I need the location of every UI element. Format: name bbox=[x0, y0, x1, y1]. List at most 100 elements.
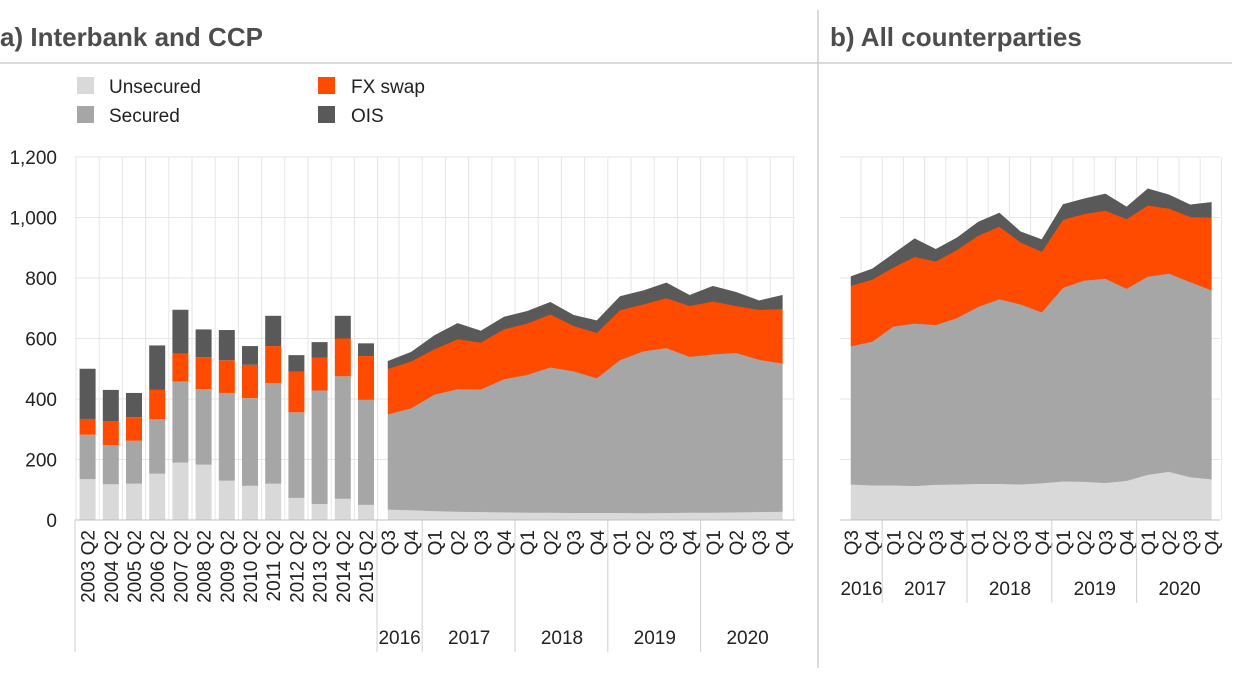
bar-unsecured bbox=[311, 503, 328, 520]
x-tick-label: 2006 Q2 bbox=[148, 530, 169, 603]
quarter-label: Q4 bbox=[1033, 530, 1054, 556]
x-tick-label: 2007 Q2 bbox=[171, 530, 192, 603]
legend-swatch-secured bbox=[77, 106, 94, 123]
quarter-label: Q4 bbox=[948, 530, 969, 556]
quarter-label: Q3 bbox=[927, 530, 948, 555]
bar-ois bbox=[265, 315, 282, 347]
quarter-label: Q1 bbox=[611, 530, 632, 555]
quarter-label: Q4 bbox=[1202, 530, 1223, 556]
bar-fx-swap bbox=[102, 421, 119, 445]
y-tick-label: 600 bbox=[25, 330, 57, 351]
bar-secured bbox=[334, 376, 351, 499]
legend: Unsecured Secured FX swap OIS bbox=[77, 77, 425, 127]
year-label: 2018 bbox=[989, 579, 1031, 600]
bar-secured bbox=[102, 444, 119, 485]
quarter-label: Q2 bbox=[449, 530, 470, 555]
legend-swatch-unsecured bbox=[77, 77, 94, 94]
quarter-label: Q1 bbox=[884, 530, 905, 555]
quarter-label: Q4 bbox=[402, 530, 423, 556]
bar-ois bbox=[288, 355, 305, 372]
quarter-label: Q2 bbox=[727, 530, 748, 555]
bar-ois bbox=[195, 329, 212, 358]
quarter-label: Q3 bbox=[750, 530, 771, 555]
x-tick-label: 2003 Q2 bbox=[79, 530, 100, 603]
quarter-label: Q4 bbox=[1118, 530, 1139, 556]
panel-a-title: a) Interbank and CCP bbox=[0, 22, 263, 52]
legend-label-fx-swap: FX swap bbox=[351, 77, 425, 98]
bar-secured bbox=[172, 381, 189, 463]
y-tick-label: 200 bbox=[25, 451, 57, 472]
year-label: 2017 bbox=[904, 579, 946, 600]
bar-fx-swap bbox=[149, 389, 166, 420]
x-tick-label: 2008 Q2 bbox=[195, 530, 216, 603]
bar-fx-swap bbox=[334, 338, 351, 377]
year-label: 2019 bbox=[634, 628, 676, 649]
bar-fx-swap bbox=[242, 364, 258, 399]
quarter-label: Q3 bbox=[657, 530, 678, 555]
quarter-label: Q2 bbox=[1160, 530, 1181, 555]
y-tick-label: 1,200 bbox=[9, 148, 57, 169]
legend-swatch-fx-swap bbox=[318, 77, 335, 94]
x-tick-label: 2015 Q2 bbox=[357, 530, 378, 603]
quarter-label: Q1 bbox=[518, 530, 539, 555]
y-tick-label: 400 bbox=[25, 390, 57, 411]
quarter-label: Q3 bbox=[842, 530, 863, 555]
legend-label-secured: Secured bbox=[109, 106, 180, 127]
bar-secured bbox=[288, 412, 305, 498]
bar-ois bbox=[311, 342, 328, 358]
year-label: 2020 bbox=[726, 628, 768, 649]
year-label: 2017 bbox=[448, 628, 490, 649]
bar-secured bbox=[195, 389, 212, 465]
quarter-label: Q2 bbox=[634, 530, 655, 555]
x-tick-label: 2010 Q2 bbox=[241, 530, 262, 603]
bar-ois bbox=[358, 343, 374, 357]
bar-ois bbox=[334, 315, 351, 339]
quarter-label: Q1 bbox=[1054, 530, 1075, 555]
bar-ois bbox=[172, 309, 189, 354]
bar-unsecured bbox=[102, 484, 119, 520]
bar-secured bbox=[149, 419, 166, 474]
bar-secured bbox=[242, 398, 258, 486]
quarter-label: Q1 bbox=[704, 530, 725, 555]
panel-b-plot: Q3 Q4 Q1 Q2 Q3 Q4 Q1 Q2 Q3 Q4 Q1 Q2 Q3 Q4 Q1 Q2 Q3 Q42016… bbox=[840, 156, 1223, 603]
y-tick-label: 0 bbox=[46, 511, 57, 532]
bar-ois bbox=[149, 345, 166, 390]
quarter-label: Q4 bbox=[495, 530, 516, 556]
bar-secured bbox=[218, 392, 235, 481]
year-label: 2020 bbox=[1158, 579, 1200, 600]
bar-fx-swap bbox=[195, 357, 212, 390]
bar-fx-swap bbox=[311, 357, 328, 391]
bar-fx-swap bbox=[172, 353, 189, 382]
quarter-label: Q1 bbox=[425, 530, 446, 555]
quarter-label: Q2 bbox=[1075, 530, 1096, 555]
quarter-label: Q2 bbox=[541, 530, 562, 555]
legend-label-ois: OIS bbox=[351, 106, 384, 127]
bar-unsecured bbox=[334, 498, 351, 520]
quarter-label: Q3 bbox=[1096, 530, 1117, 555]
quarter-label: Q3 bbox=[1181, 530, 1202, 555]
year-label: 2018 bbox=[541, 628, 583, 649]
bar-secured bbox=[126, 440, 142, 484]
bar-ois bbox=[79, 368, 96, 419]
bar-fx-swap bbox=[288, 371, 305, 413]
quarter-label: Q4 bbox=[863, 530, 884, 556]
panel-b-title: b) All counterparties bbox=[830, 22, 1082, 52]
year-label: 2016 bbox=[378, 628, 420, 649]
panel-b-area-ois bbox=[850, 188, 1212, 286]
bar-ois bbox=[218, 330, 235, 361]
legend-swatch-ois bbox=[318, 106, 335, 123]
bar-fx-swap bbox=[79, 418, 96, 435]
quarter-label: Q4 bbox=[588, 530, 609, 556]
bar-ois bbox=[242, 346, 258, 365]
bar-unsecured bbox=[172, 462, 189, 520]
bar-ois bbox=[126, 392, 142, 418]
x-tick-label: 2009 Q2 bbox=[218, 530, 239, 603]
legend-label-unsecured: Unsecured bbox=[109, 77, 201, 98]
quarter-label: Q2 bbox=[906, 530, 927, 555]
year-label: 2019 bbox=[1074, 579, 1116, 600]
x-tick-label: 2013 Q2 bbox=[311, 530, 332, 603]
bar-secured bbox=[265, 382, 282, 484]
bar-unsecured bbox=[265, 483, 282, 520]
x-tick-label: 2014 Q2 bbox=[334, 530, 355, 603]
